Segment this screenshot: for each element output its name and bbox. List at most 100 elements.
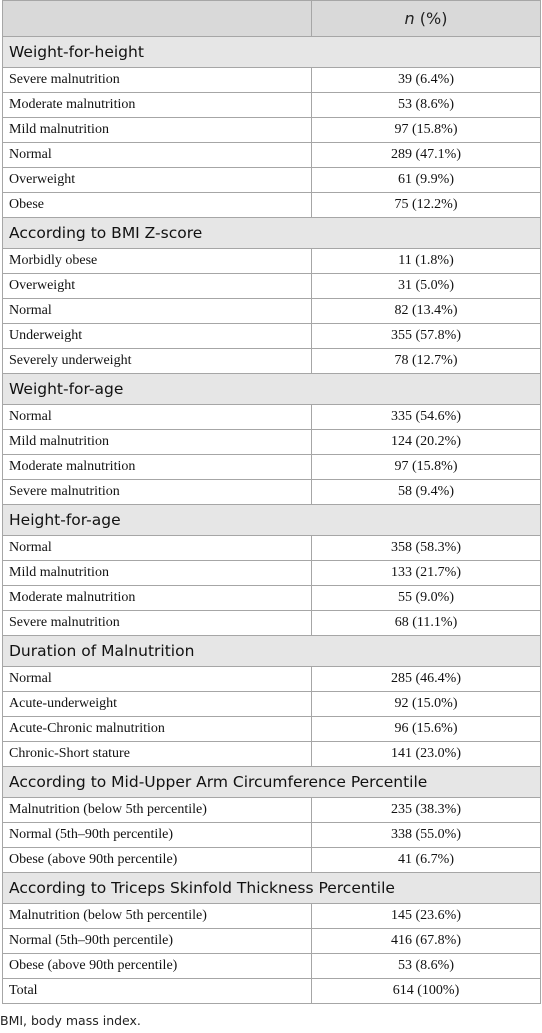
section-row: According to Triceps Skinfold Thickness … (2, 872, 541, 904)
row-value: 92 (15.0%) (311, 691, 541, 717)
row-label: Severe malnutrition (2, 479, 312, 505)
row-value: 335 (54.6%) (311, 404, 541, 430)
data-table: n (%) Weight-for-height Severe malnutriti… (2, 0, 541, 1004)
row-value: 416 (67.8%) (311, 928, 541, 954)
table-body: Weight-for-height Severe malnutrition 39 (… (2, 36, 541, 1004)
data-row: Overweight 61 (9.9%) (2, 167, 541, 193)
row-value: 78 (12.7%) (311, 348, 541, 374)
row-label: Overweight (2, 273, 312, 299)
row-label: Severely underweight (2, 348, 312, 374)
row-value: 97 (15.8%) (311, 454, 541, 480)
data-row: Total 614 (100%) (2, 978, 541, 1004)
header-cell: n (%) (311, 0, 541, 37)
data-row: Normal 285 (46.4%) (2, 666, 541, 692)
row-value: 235 (38.3%) (311, 797, 541, 823)
section-row: Duration of Malnutrition (2, 635, 541, 667)
row-label: Malnutrition (below 5th percentile) (2, 903, 312, 929)
section-title: Height-for-age (2, 504, 541, 536)
row-label: Normal (2, 535, 312, 561)
row-label: Morbidly obese (2, 248, 312, 274)
row-label: Mild malnutrition (2, 117, 312, 143)
data-row: Normal 289 (47.1%) (2, 142, 541, 168)
row-value: 141 (23.0%) (311, 741, 541, 767)
data-row: Mild malnutrition 133 (21.7%) (2, 560, 541, 586)
section-title: Weight-for-age (2, 373, 541, 405)
row-label: Normal (2, 298, 312, 324)
section-title: According to BMI Z-score (2, 217, 541, 249)
data-row: Morbidly obese 11 (1.8%) (2, 248, 541, 274)
row-label: Moderate malnutrition (2, 585, 312, 611)
data-row: Acute-underweight 92 (15.0%) (2, 691, 541, 717)
row-label: Overweight (2, 167, 312, 193)
row-value: 614 (100%) (311, 978, 541, 1004)
section-title: Duration of Malnutrition (2, 635, 541, 667)
data-row: Severe malnutrition 68 (11.1%) (2, 610, 541, 636)
header-unit: (%) (419, 9, 448, 28)
row-label: Normal (5th–90th percentile) (2, 822, 312, 848)
row-value: 124 (20.2%) (311, 429, 541, 455)
row-label: Normal (2, 142, 312, 168)
data-row: Moderate malnutrition 55 (9.0%) (2, 585, 541, 611)
data-row: Underweight 355 (57.8%) (2, 323, 541, 349)
row-value: 289 (47.1%) (311, 142, 541, 168)
data-row: Normal (5th–90th percentile) 416 (67.8%) (2, 928, 541, 954)
data-row: Obese 75 (12.2%) (2, 192, 541, 218)
row-label: Obese (above 90th percentile) (2, 847, 312, 873)
row-value: 55 (9.0%) (311, 585, 541, 611)
header-variable: n (404, 9, 415, 28)
row-value: 97 (15.8%) (311, 117, 541, 143)
row-value: 285 (46.4%) (311, 666, 541, 692)
footnote: BMI, body mass index. (0, 1013, 141, 1028)
row-label: Obese (above 90th percentile) (2, 953, 312, 979)
row-label: Moderate malnutrition (2, 454, 312, 480)
row-value: 75 (12.2%) (311, 192, 541, 218)
data-row: Normal 82 (13.4%) (2, 298, 541, 324)
row-label: Mild malnutrition (2, 429, 312, 455)
row-value: 39 (6.4%) (311, 67, 541, 93)
row-value: 11 (1.8%) (311, 248, 541, 274)
row-value: 31 (5.0%) (311, 273, 541, 299)
section-title: Weight-for-height (2, 36, 541, 68)
data-row: Obese (above 90th percentile) 53 (8.6%) (2, 953, 541, 979)
table-head: n (%) (2, 0, 541, 37)
row-value: 53 (8.6%) (311, 953, 541, 979)
row-value: 58 (9.4%) (311, 479, 541, 505)
row-label: Acute-Chronic malnutrition (2, 716, 312, 742)
row-label: Total (2, 978, 312, 1004)
row-label: Normal (2, 404, 312, 430)
section-title: According to Triceps Skinfold Thickness … (2, 872, 541, 904)
section-title: According to Mid-Upper Arm Circumference… (2, 766, 541, 798)
data-row: Moderate malnutrition 97 (15.8%) (2, 454, 541, 480)
data-row: Acute-Chronic malnutrition 96 (15.6%) (2, 716, 541, 742)
row-value: 41 (6.7%) (311, 847, 541, 873)
row-value: 133 (21.7%) (311, 560, 541, 586)
data-row: Obese (above 90th percentile) 41 (6.7%) (2, 847, 541, 873)
section-row: Weight-for-height (2, 36, 541, 68)
data-row: Moderate malnutrition 53 (8.6%) (2, 92, 541, 118)
row-value: 68 (11.1%) (311, 610, 541, 636)
row-value: 355 (57.8%) (311, 323, 541, 349)
row-label: Acute-underweight (2, 691, 312, 717)
row-value: 53 (8.6%) (311, 92, 541, 118)
data-row: Severely underweight 78 (12.7%) (2, 348, 541, 374)
data-row: Chronic-Short stature 141 (23.0%) (2, 741, 541, 767)
row-label: Mild malnutrition (2, 560, 312, 586)
section-row: Height-for-age (2, 504, 541, 536)
row-label: Normal (2, 666, 312, 692)
row-label: Moderate malnutrition (2, 92, 312, 118)
data-row: Malnutrition (below 5th percentile) 235 (… (2, 797, 541, 823)
row-label: Chronic-Short stature (2, 741, 312, 767)
row-value: 82 (13.4%) (311, 298, 541, 324)
data-row: Normal 335 (54.6%) (2, 404, 541, 430)
data-row: Overweight 31 (5.0%) (2, 273, 541, 299)
row-label: Normal (5th–90th percentile) (2, 928, 312, 954)
row-label: Malnutrition (below 5th percentile) (2, 797, 312, 823)
section-row: According to Mid-Upper Arm Circumference… (2, 766, 541, 798)
data-row: Malnutrition (below 5th percentile) 145 (… (2, 903, 541, 929)
row-value: 145 (23.6%) (311, 903, 541, 929)
row-value: 61 (9.9%) (311, 167, 541, 193)
row-label: Severe malnutrition (2, 67, 312, 93)
data-row: Mild malnutrition 97 (15.8%) (2, 117, 541, 143)
